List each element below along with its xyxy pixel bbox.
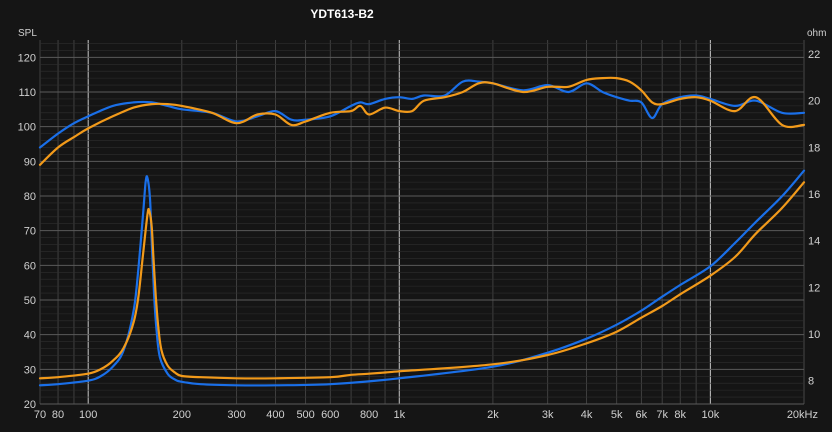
y-tick-label: 110 bbox=[18, 87, 36, 99]
y-tick-label: 100 bbox=[18, 122, 36, 134]
x-tick-label: 600 bbox=[321, 409, 339, 421]
y-tick-label: 120 bbox=[18, 52, 36, 64]
y2-tick-label: 8 bbox=[808, 376, 814, 388]
y-tick-label: 20 bbox=[24, 399, 36, 411]
y2-tick-label: 22 bbox=[808, 49, 820, 61]
y-tick-label: 60 bbox=[24, 260, 36, 272]
x-tick-label: 70 bbox=[34, 409, 46, 421]
x-tick-label: 3k bbox=[542, 409, 554, 421]
y-tick-label: 40 bbox=[24, 330, 36, 342]
spl-curve-1 bbox=[38, 76, 806, 166]
x-tick-label: 200 bbox=[173, 409, 191, 421]
x-tick-label: 10k bbox=[701, 409, 719, 421]
x-tick-label: 4k bbox=[581, 409, 593, 421]
y2-tick-label: 10 bbox=[808, 329, 820, 341]
tick-labels: 70 80 100 200 300 400 500 600 800 1k 2k 3k 4k 5k 6k 7k 8… bbox=[18, 49, 821, 421]
x-tick-label: 400 bbox=[266, 409, 284, 421]
impedance-curve-2 bbox=[38, 169, 806, 387]
y-tick-label: 70 bbox=[24, 226, 36, 238]
x-tick-label: 6k bbox=[636, 409, 648, 421]
x-tick-label: 2k bbox=[487, 409, 499, 421]
x-tick-label: 20kHz bbox=[787, 409, 818, 421]
right-axis-unit: ohm bbox=[807, 28, 826, 39]
y2-tick-label: 18 bbox=[808, 142, 820, 154]
x-tick-label: 8k bbox=[674, 409, 686, 421]
impedance-curve-3 bbox=[38, 181, 806, 380]
x-tick-label: 1k bbox=[393, 409, 405, 421]
chart-title: YDT613-B2 bbox=[310, 7, 374, 21]
y2-tick-label: 20 bbox=[808, 96, 820, 108]
x-tick-label: 300 bbox=[227, 409, 245, 421]
x-tick-label: 7k bbox=[656, 409, 668, 421]
y2-tick-label: 12 bbox=[808, 282, 820, 294]
x-tick-label: 800 bbox=[360, 409, 378, 421]
left-axis-unit: SPL bbox=[18, 28, 37, 39]
y-tick-label: 90 bbox=[24, 156, 36, 168]
x-tick-label: 100 bbox=[79, 409, 97, 421]
x-tick-label: 80 bbox=[52, 409, 64, 421]
x-tick-label: 5k bbox=[611, 409, 623, 421]
y-tick-label: 50 bbox=[24, 295, 36, 307]
y-tick-label: 80 bbox=[24, 191, 36, 203]
curves bbox=[38, 76, 806, 387]
y2-tick-label: 14 bbox=[808, 236, 820, 248]
y2-tick-label: 16 bbox=[808, 189, 820, 201]
y-tick-label: 30 bbox=[24, 364, 36, 376]
x-tick-label: 500 bbox=[296, 409, 314, 421]
grid bbox=[39, 40, 805, 405]
